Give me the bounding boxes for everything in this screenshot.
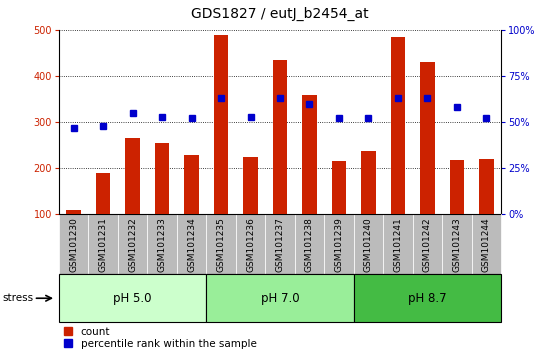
Text: GSM101241: GSM101241 [394,217,403,272]
Text: GSM101235: GSM101235 [217,217,226,272]
Text: pH 7.0: pH 7.0 [261,292,299,305]
Text: GSM101230: GSM101230 [69,217,78,272]
Text: pH 5.0: pH 5.0 [113,292,152,305]
Text: stress: stress [3,293,34,303]
Text: GDS1827 / eutJ_b2454_at: GDS1827 / eutJ_b2454_at [191,7,369,21]
Bar [184,155,199,214]
Text: GSM101237: GSM101237 [276,217,284,272]
FancyBboxPatch shape [295,214,324,274]
Bar [213,35,228,214]
FancyBboxPatch shape [59,274,206,322]
FancyBboxPatch shape [413,214,442,274]
FancyBboxPatch shape [472,214,501,274]
Bar [390,37,405,214]
Bar [420,62,435,214]
Bar [155,143,169,214]
Legend: count, percentile rank within the sample: count, percentile rank within the sample [64,327,256,349]
FancyBboxPatch shape [147,214,177,274]
FancyBboxPatch shape [118,214,147,274]
Text: GSM101234: GSM101234 [187,217,196,272]
Text: GSM101240: GSM101240 [364,217,373,272]
Bar [361,151,376,214]
FancyBboxPatch shape [236,214,265,274]
FancyBboxPatch shape [324,214,354,274]
FancyBboxPatch shape [206,214,236,274]
Text: GSM101244: GSM101244 [482,217,491,272]
Text: GSM101242: GSM101242 [423,217,432,272]
Bar [96,173,110,214]
Text: GSM101231: GSM101231 [99,217,108,272]
Bar [479,159,494,214]
FancyBboxPatch shape [88,214,118,274]
FancyBboxPatch shape [177,214,206,274]
Text: pH 8.7: pH 8.7 [408,292,447,305]
Bar [450,160,464,214]
FancyBboxPatch shape [206,274,354,322]
Bar [332,161,346,214]
FancyBboxPatch shape [265,214,295,274]
Bar [125,138,140,214]
Text: GSM101239: GSM101239 [334,217,343,272]
Text: GSM101233: GSM101233 [157,217,166,272]
Text: GSM101236: GSM101236 [246,217,255,272]
Text: GSM101232: GSM101232 [128,217,137,272]
Text: GSM101243: GSM101243 [452,217,461,272]
Text: GSM101238: GSM101238 [305,217,314,272]
FancyBboxPatch shape [442,214,472,274]
Bar [243,156,258,214]
Bar [273,60,287,214]
FancyBboxPatch shape [383,214,413,274]
FancyBboxPatch shape [59,214,88,274]
Bar [66,210,81,214]
Bar [302,95,317,214]
FancyBboxPatch shape [354,214,383,274]
FancyBboxPatch shape [354,274,501,322]
